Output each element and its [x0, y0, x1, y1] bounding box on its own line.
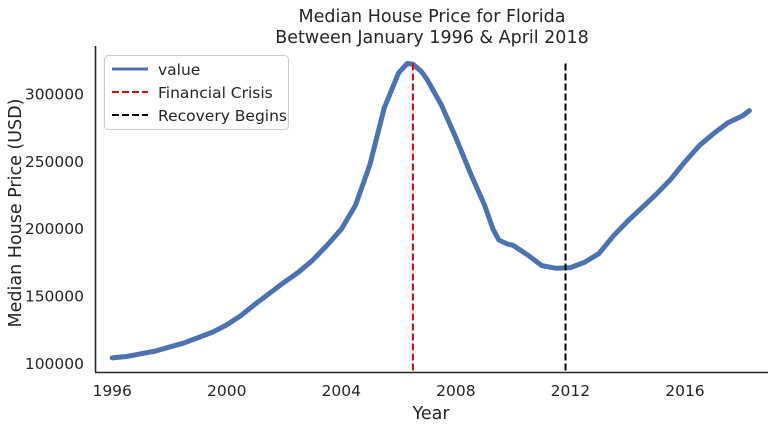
legend-label-recovery-begins: Recovery Begins [158, 107, 287, 125]
series-line-value [109, 61, 752, 361]
legend: value Financial Crisis Recovery Begins [104, 55, 289, 130]
y-tick-label: 100000 [25, 355, 84, 373]
chart-subtitle: Between January 1996 & April 2018 [275, 28, 588, 48]
chart-title: Median House Price for Florida [298, 7, 565, 27]
y-axis-ticks: 100000 150000 200000 250000 300000 [25, 85, 84, 372]
y-tick-label: 150000 [25, 288, 84, 306]
y-tick-label: 200000 [25, 220, 84, 238]
x-tick-label: 2012 [551, 382, 590, 400]
legend-label-value: value [158, 61, 200, 79]
y-axis-label: Median House Price (USD) [6, 99, 26, 328]
legend-frame [104, 55, 289, 130]
x-axis-ticks: 1996 2000 2004 2008 2012 2016 [92, 382, 704, 400]
legend-label-financial-crisis: Financial Crisis [158, 84, 273, 102]
plot-lines [109, 61, 752, 372]
y-tick-label: 250000 [25, 153, 84, 171]
y-tick-label: 300000 [25, 85, 84, 103]
x-tick-label: 1996 [92, 382, 131, 400]
x-axis-label: Year [411, 404, 450, 424]
x-tick-label: 2016 [665, 382, 704, 400]
x-tick-label: 2008 [436, 382, 475, 400]
x-tick-label: 2000 [207, 382, 246, 400]
x-tick-label: 2004 [322, 382, 361, 400]
